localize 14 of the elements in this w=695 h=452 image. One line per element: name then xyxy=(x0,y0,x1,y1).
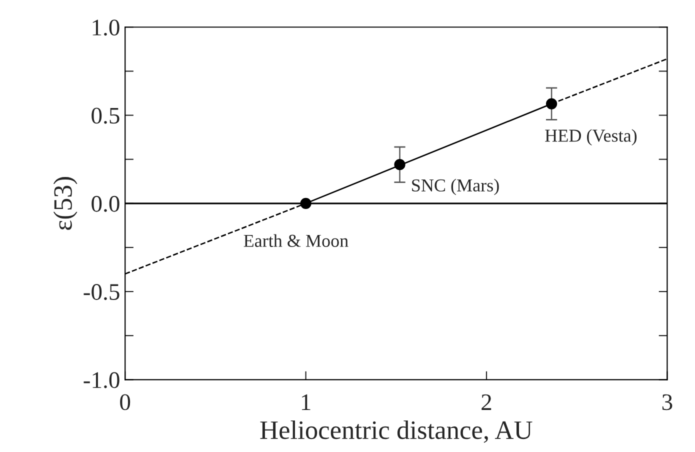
y-tick-label: 0.5 xyxy=(92,108,120,124)
annotation: HED (Vesta) xyxy=(545,129,637,146)
annotation: SNC (Mars) xyxy=(412,178,499,196)
y-axis-title: ε(53) xyxy=(53,177,78,230)
y-tick-label: -0.5 xyxy=(84,284,120,300)
y-tick-label: -1.0 xyxy=(84,372,120,388)
x-axis-title: Heliocentric distance, AU xyxy=(260,420,532,443)
y-tick-label: 0.0 xyxy=(92,196,120,212)
x-tick-label: 3 xyxy=(662,394,672,410)
x-tick-label: 1 xyxy=(302,394,310,410)
y-tick-label: 1.0 xyxy=(92,20,120,36)
x-tick-label: 2 xyxy=(482,394,492,410)
annotation: Earth & Moon xyxy=(244,234,348,247)
x-tick-label: 0 xyxy=(120,394,130,410)
